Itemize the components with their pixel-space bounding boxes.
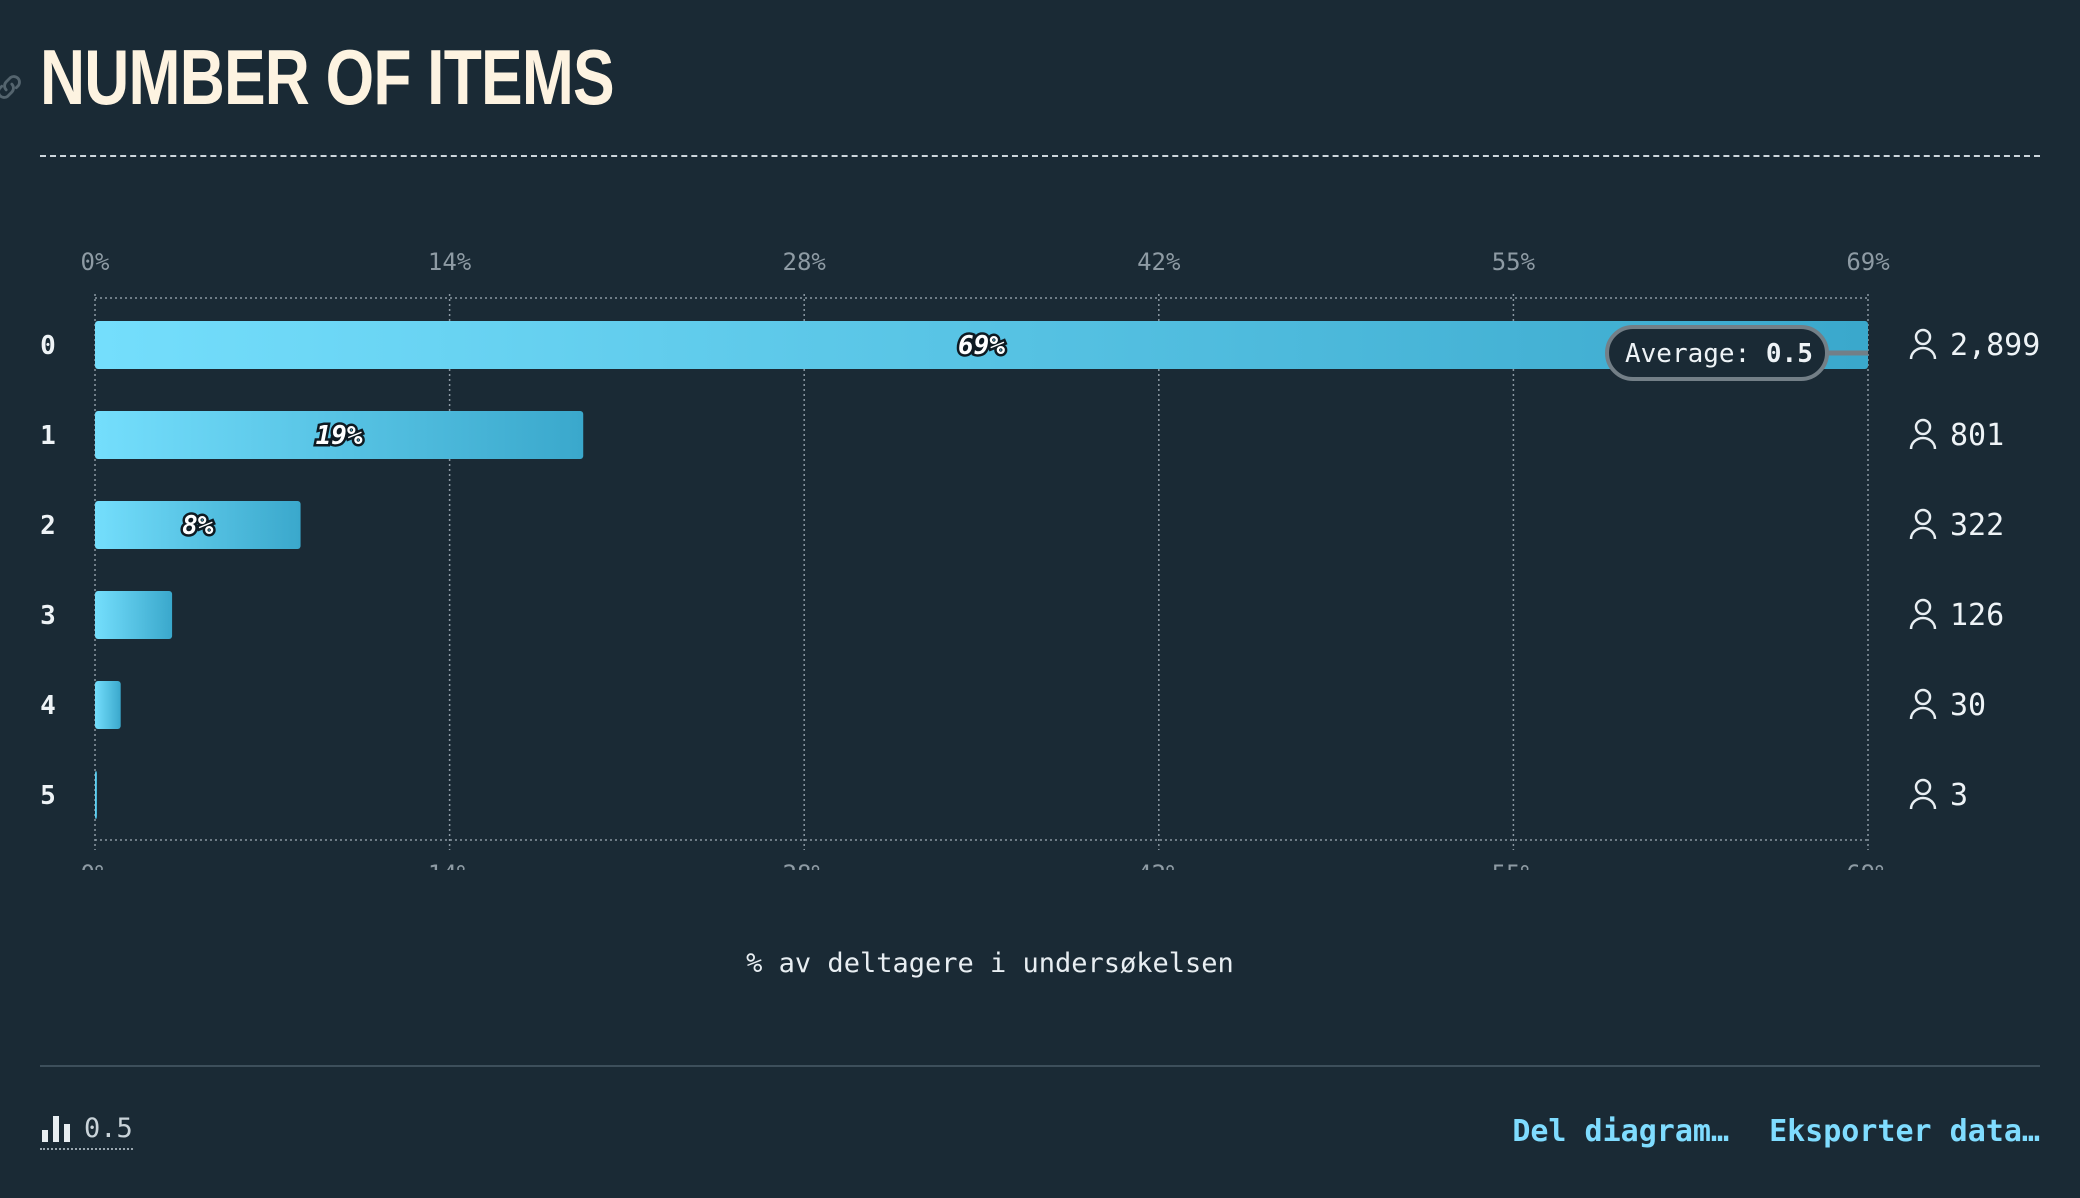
x-tick-label-bottom: 55% (1492, 860, 1536, 870)
version-badge[interactable]: 0.5 (40, 1113, 133, 1150)
person-icon-body (1909, 526, 1937, 540)
bar (95, 411, 584, 459)
x-tick-label-bottom: 0% (81, 860, 110, 870)
respondent-count: 30 (1950, 688, 1986, 723)
x-tick-label-bottom: 28% (783, 860, 827, 870)
person-icon-head (1914, 598, 1932, 616)
respondent-count: 322 (1950, 508, 2004, 543)
category-label: 3 (40, 601, 56, 631)
person-icon-head (1914, 508, 1932, 526)
bar-value-label: 69% (958, 331, 1005, 361)
category-label: 1 (40, 421, 56, 451)
respondent-count: 3 (1950, 778, 1968, 813)
bar (95, 501, 301, 549)
bar-value-label: 8% (182, 511, 214, 541)
respondent-count: 2,899 (1950, 328, 2040, 363)
person-icon-body (1909, 796, 1937, 810)
x-tick-label-top: 28% (783, 248, 827, 276)
person-icon-head (1914, 418, 1932, 436)
bar (95, 321, 1868, 369)
bar (95, 771, 97, 819)
link-icon[interactable] (0, 70, 26, 104)
bar-value-label: 19% (316, 421, 363, 451)
x-tick-label-top: 14% (428, 248, 472, 276)
average-label: Average: 0.5 (1625, 339, 1813, 369)
footer-actions: Del diagram… Eksporter data… (1512, 1114, 2040, 1149)
person-icon-head (1914, 688, 1932, 706)
person-icon-body (1909, 706, 1937, 720)
footer-divider (40, 1065, 2040, 1067)
person-icon-body (1909, 436, 1937, 450)
version-value: 0.5 (84, 1113, 133, 1144)
x-axis-label: % av deltagere i undersøkelsen (746, 948, 1234, 979)
export-data-link[interactable]: Eksporter data… (1769, 1114, 2040, 1149)
x-tick-label-top: 55% (1492, 248, 1536, 276)
x-tick-label-top: 42% (1137, 248, 1181, 276)
category-label: 4 (40, 691, 56, 721)
person-icon-body (1909, 616, 1937, 630)
x-tick-label-bottom: 42% (1137, 860, 1181, 870)
x-tick-label-bottom: 14% (428, 860, 472, 870)
person-icon-body (1909, 346, 1937, 360)
respondent-count: 126 (1950, 598, 2004, 633)
bar-chart-icon (42, 1115, 70, 1142)
category-label: 0 (40, 331, 56, 361)
x-tick-label-top: 69% (1846, 248, 1890, 276)
x-tick-label-top: 0% (81, 248, 110, 276)
bar (95, 681, 121, 729)
respondent-count: 801 (1950, 418, 2004, 453)
average-pill (1605, 325, 1829, 381)
category-label: 2 (40, 511, 56, 541)
title-divider (40, 155, 2040, 157)
x-tick-label-bottom: 69% (1846, 860, 1890, 870)
share-chart-link[interactable]: Del diagram… (1512, 1114, 1730, 1149)
person-icon-head (1914, 328, 1932, 346)
bar (95, 591, 173, 639)
chart-title: NUMBER OF ITEMS (40, 33, 615, 121)
person-icon-head (1914, 778, 1932, 796)
average-value: 0.5 (1766, 339, 1813, 369)
bar-chart: 0%0%14%14%28%28%42%42%55%55%69%69%069%2,… (40, 248, 2040, 870)
category-label: 5 (40, 781, 56, 811)
